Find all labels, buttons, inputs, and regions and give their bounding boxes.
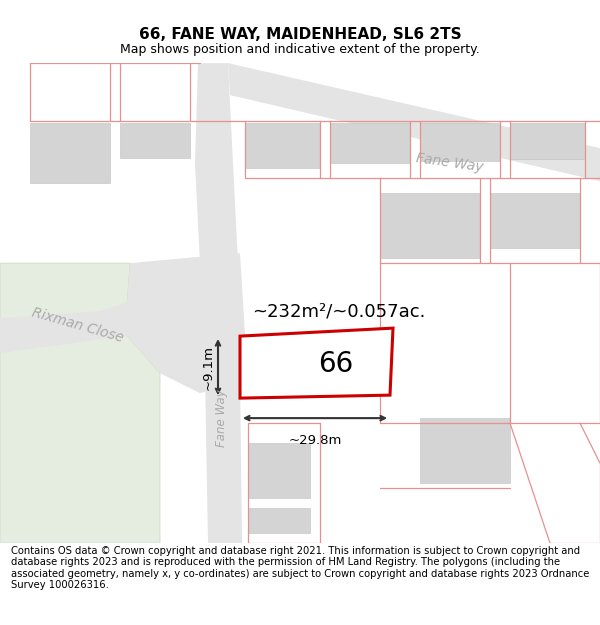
Polygon shape xyxy=(420,418,510,483)
Text: ~232m²/~0.057ac.: ~232m²/~0.057ac. xyxy=(252,302,425,320)
Polygon shape xyxy=(245,123,320,168)
Polygon shape xyxy=(228,63,600,181)
Text: 66, FANE WAY, MAIDENHEAD, SL6 2TS: 66, FANE WAY, MAIDENHEAD, SL6 2TS xyxy=(139,26,461,41)
Polygon shape xyxy=(195,63,242,543)
Text: ~9.1m: ~9.1m xyxy=(202,344,215,389)
Polygon shape xyxy=(0,291,200,353)
Polygon shape xyxy=(120,123,190,158)
Polygon shape xyxy=(490,193,580,248)
Polygon shape xyxy=(248,443,310,498)
Polygon shape xyxy=(0,263,160,543)
Polygon shape xyxy=(248,508,310,533)
Text: Map shows position and indicative extent of the property.: Map shows position and indicative extent… xyxy=(120,43,480,56)
Polygon shape xyxy=(125,253,248,393)
Text: ~29.8m: ~29.8m xyxy=(289,434,341,447)
Text: Rixman Close: Rixman Close xyxy=(31,306,125,345)
Polygon shape xyxy=(510,123,585,159)
Text: Fane Way: Fane Way xyxy=(215,389,229,447)
Polygon shape xyxy=(30,123,110,183)
Polygon shape xyxy=(240,328,393,398)
Polygon shape xyxy=(330,123,410,163)
Polygon shape xyxy=(380,193,480,258)
Text: Fane Way: Fane Way xyxy=(415,151,485,175)
Polygon shape xyxy=(420,123,500,161)
Text: Contains OS data © Crown copyright and database right 2021. This information is : Contains OS data © Crown copyright and d… xyxy=(11,546,589,591)
Text: 66: 66 xyxy=(318,351,353,378)
